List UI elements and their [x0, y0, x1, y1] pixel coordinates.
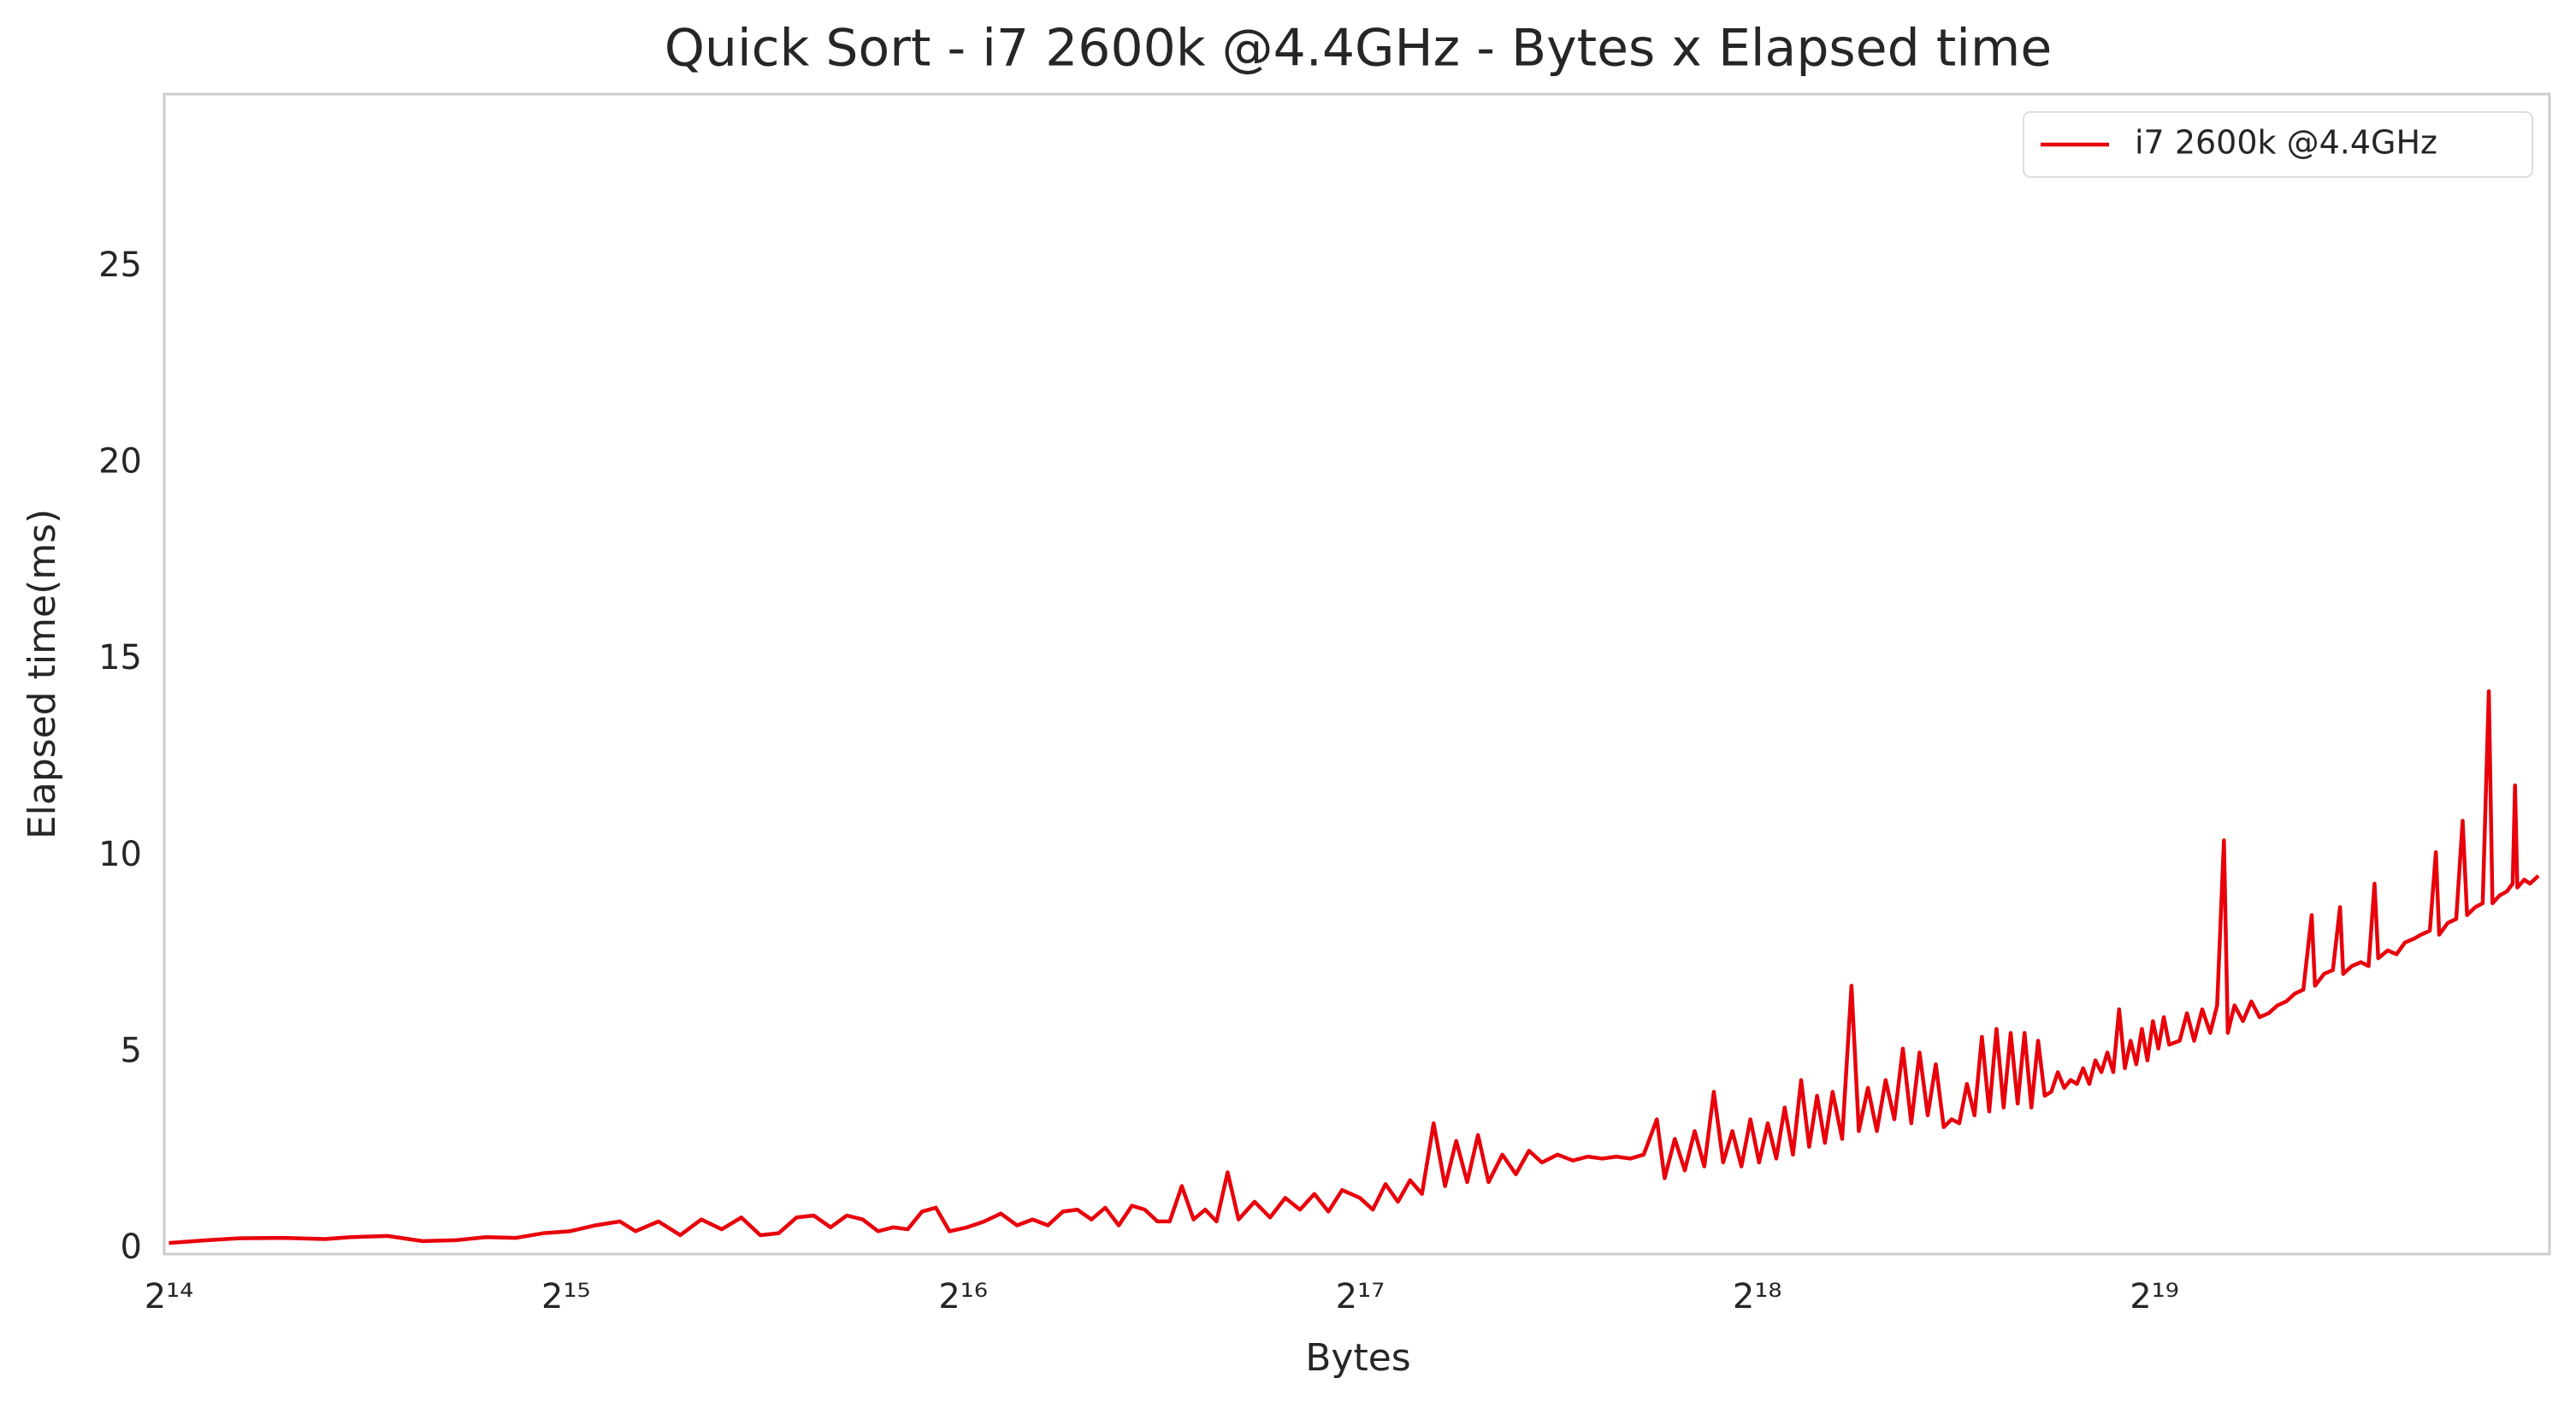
x-axis-label: Bytes	[1305, 1336, 1410, 1380]
x-tick-label: 2¹⁵	[541, 1277, 591, 1316]
plot-frame	[162, 92, 2551, 1256]
x-tick-label: 2¹⁷	[1336, 1277, 1385, 1316]
y-tick-label: 25	[98, 246, 142, 285]
x-tick-label: 2¹⁶	[938, 1277, 988, 1316]
y-axis-label: Elapsed time(ms)	[21, 509, 64, 839]
chart-title: Quick Sort - i7 2600k @4.4GHz - Bytes x …	[665, 19, 2053, 79]
y-tick-label: 15	[98, 638, 142, 677]
y-tick-label: 0	[121, 1228, 142, 1267]
x-tick-label: 2¹⁴	[145, 1277, 194, 1316]
x-tick-label: 2¹⁹	[2130, 1277, 2179, 1316]
data-line	[168, 689, 2540, 1245]
y-tick-label: 20	[98, 442, 142, 482]
y-tick-label: 10	[98, 835, 142, 874]
legend-box	[2023, 111, 2533, 178]
x-tick-label: 2¹⁸	[1733, 1277, 1782, 1316]
y-tick-label: 5	[121, 1031, 142, 1070]
legend-label: i7 2600k @4.4GHz	[2135, 124, 2437, 162]
